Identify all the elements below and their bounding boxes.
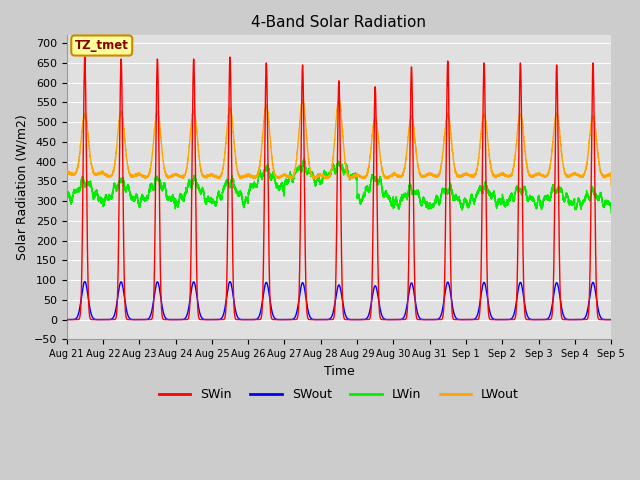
LWout	[299, 97, 307, 103]
SWin	[461, 317, 468, 323]
SWout	[461, 317, 468, 323]
LWin	[578, 202, 586, 208]
SWout	[321, 317, 328, 323]
SWout	[63, 317, 70, 323]
LWin	[584, 194, 592, 200]
LWout	[476, 141, 484, 146]
Y-axis label: Solar Radiation (W/m2): Solar Radiation (W/m2)	[15, 114, 28, 260]
LWin	[321, 170, 328, 176]
SWin	[63, 317, 70, 323]
SWin	[584, 312, 592, 318]
Line: SWin: SWin	[67, 57, 611, 320]
Line: LWin: LWin	[67, 159, 611, 213]
LWout	[63, 168, 70, 174]
LWin	[476, 184, 484, 190]
LWin	[461, 197, 468, 203]
SWin	[81, 54, 89, 60]
LWout	[607, 182, 615, 188]
LWin	[63, 194, 70, 200]
SWout	[476, 300, 484, 305]
LWout	[584, 148, 592, 154]
SWout	[578, 317, 586, 323]
SWout	[607, 317, 615, 323]
Legend: SWin, SWout, LWin, LWout: SWin, SWout, LWin, LWout	[154, 383, 524, 406]
LWout	[321, 173, 328, 179]
SWin	[578, 317, 586, 323]
LWout	[578, 173, 586, 179]
SWin	[248, 317, 255, 323]
Line: SWout: SWout	[67, 282, 611, 320]
SWout	[81, 279, 89, 285]
SWin	[607, 317, 615, 323]
SWout	[584, 303, 592, 309]
LWin	[607, 210, 615, 216]
SWin	[321, 317, 328, 323]
Line: LWout: LWout	[67, 100, 611, 185]
LWout	[248, 173, 255, 179]
LWin	[300, 156, 308, 162]
SWin	[476, 304, 484, 310]
LWout	[461, 171, 468, 177]
LWin	[248, 182, 255, 188]
SWout	[248, 317, 255, 323]
X-axis label: Time: Time	[323, 365, 355, 378]
Text: TZ_tmet: TZ_tmet	[75, 39, 129, 52]
Title: 4-Band Solar Radiation: 4-Band Solar Radiation	[252, 15, 426, 30]
